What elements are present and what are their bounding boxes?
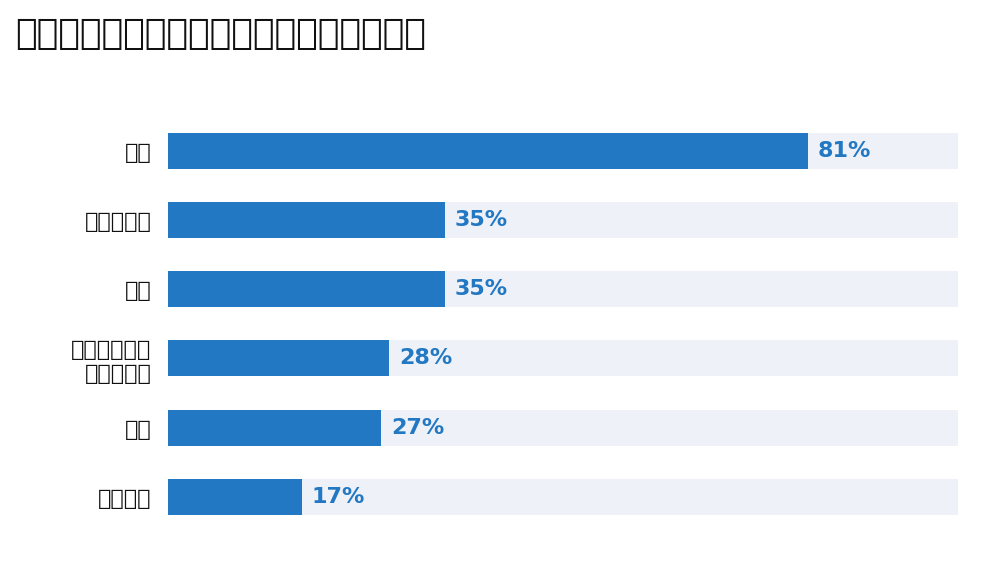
Bar (168, 340, 958, 377)
Text: 81%: 81% (818, 141, 871, 161)
Bar (168, 271, 958, 307)
Text: 現金の給付支援の使い道（支出上位項目）: 現金の給付支援の使い道（支出上位項目） (15, 17, 426, 51)
Bar (168, 271, 445, 307)
Bar (168, 202, 958, 238)
Bar (168, 479, 302, 515)
Text: 35%: 35% (454, 279, 507, 299)
Text: 17%: 17% (312, 487, 366, 507)
Bar (168, 133, 958, 169)
Bar (168, 410, 381, 445)
Bar (168, 340, 389, 377)
Text: 27%: 27% (391, 417, 444, 437)
Text: 28%: 28% (399, 348, 452, 369)
Bar (168, 133, 808, 169)
Bar (168, 410, 958, 445)
Bar (168, 479, 958, 515)
Text: 35%: 35% (454, 210, 507, 230)
Bar (168, 202, 445, 238)
